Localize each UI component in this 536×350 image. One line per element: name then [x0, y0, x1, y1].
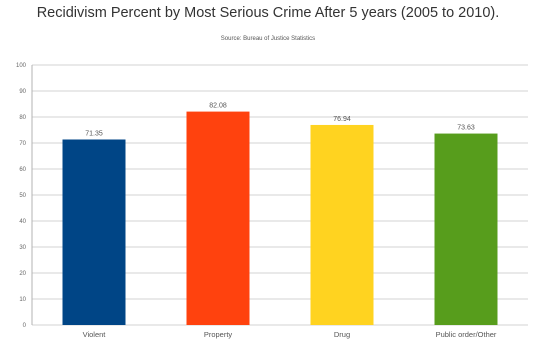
y-tick-label: 60 — [19, 167, 26, 173]
data-label: 71.35 — [85, 130, 103, 137]
bar-violent — [62, 139, 126, 325]
y-tick-label: 70 — [19, 141, 26, 147]
y-tick-label: 100 — [16, 63, 27, 69]
chart-subtitle: Source: Bureau of Justice Statistics — [220, 36, 316, 42]
bar-public-order-other — [434, 133, 498, 325]
y-tick-label: 40 — [19, 219, 26, 225]
x-tick-label: Violent — [83, 330, 107, 339]
x-tick-label: Public order/Other — [436, 330, 497, 339]
bars — [62, 111, 498, 326]
y-tick-label: 10 — [19, 297, 26, 303]
data-label: 76.94 — [333, 116, 351, 123]
data-labels: 71.35 82.08 76.94 73.63 — [85, 103, 475, 138]
y-tick-label: 30 — [19, 245, 26, 251]
x-axis-category-labels: Violent Property Drug Public order/Other — [83, 330, 497, 339]
x-tick-label: Drug — [334, 330, 350, 339]
y-tick-label: 90 — [19, 89, 26, 95]
y-tick-label: 50 — [19, 193, 26, 199]
y-tick-label: 20 — [19, 271, 26, 277]
y-tick-label: 0 — [23, 323, 27, 329]
data-label: 73.63 — [457, 125, 475, 132]
bar-property — [186, 111, 250, 325]
y-tick-label: 80 — [19, 115, 26, 121]
chart-title: Recidivism Percent by Most Serious Crime… — [36, 5, 500, 21]
data-label: 82.08 — [209, 103, 227, 110]
x-tick-label: Property — [204, 330, 233, 339]
y-axis-tick-labels: 0 10 20 30 40 50 60 70 80 90 100 — [16, 63, 27, 329]
bar-drug — [310, 124, 374, 326]
